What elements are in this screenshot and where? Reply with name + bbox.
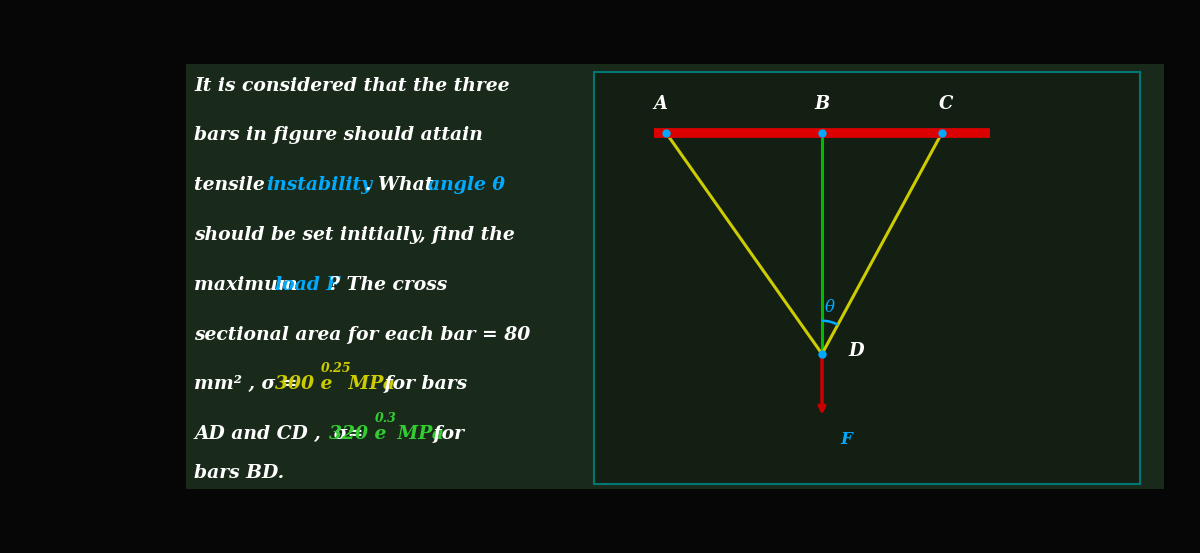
Text: C: C [938, 95, 953, 113]
Text: mm² , σ =: mm² , σ = [194, 375, 298, 393]
Text: bars BD.: bars BD. [194, 464, 284, 482]
Text: θ: θ [824, 299, 835, 316]
Text: maximum: maximum [194, 276, 311, 294]
Text: B: B [815, 95, 829, 113]
FancyBboxPatch shape [186, 64, 1164, 489]
FancyBboxPatch shape [594, 72, 1140, 484]
Text: MPa: MPa [342, 375, 396, 393]
Text: bars in figure should attain: bars in figure should attain [194, 127, 484, 144]
Text: AD and CD ,  σ=: AD and CD , σ= [194, 425, 364, 443]
Text: 300 e: 300 e [276, 375, 332, 393]
Text: . What: . What [365, 176, 440, 194]
Text: tensile: tensile [194, 176, 271, 194]
Text: load F: load F [276, 276, 340, 294]
Text: for bars: for bars [378, 375, 468, 393]
Text: F: F [840, 431, 852, 448]
Text: 0.25: 0.25 [320, 362, 352, 375]
Text: It is considered that the three: It is considered that the three [194, 77, 510, 95]
Text: for: for [427, 425, 464, 443]
Text: D: D [848, 342, 864, 360]
Text: sectional area for each bar = 80: sectional area for each bar = 80 [194, 326, 530, 343]
Text: ? The cross: ? The cross [329, 276, 448, 294]
Text: MPa: MPa [391, 425, 444, 443]
Text: instability: instability [266, 176, 372, 194]
Text: should be set initially, find the: should be set initially, find the [194, 226, 515, 244]
Text: angle θ: angle θ [428, 176, 505, 194]
Text: A: A [653, 95, 667, 113]
Text: 320 e: 320 e [329, 425, 386, 443]
Text: 0.3: 0.3 [374, 412, 396, 425]
